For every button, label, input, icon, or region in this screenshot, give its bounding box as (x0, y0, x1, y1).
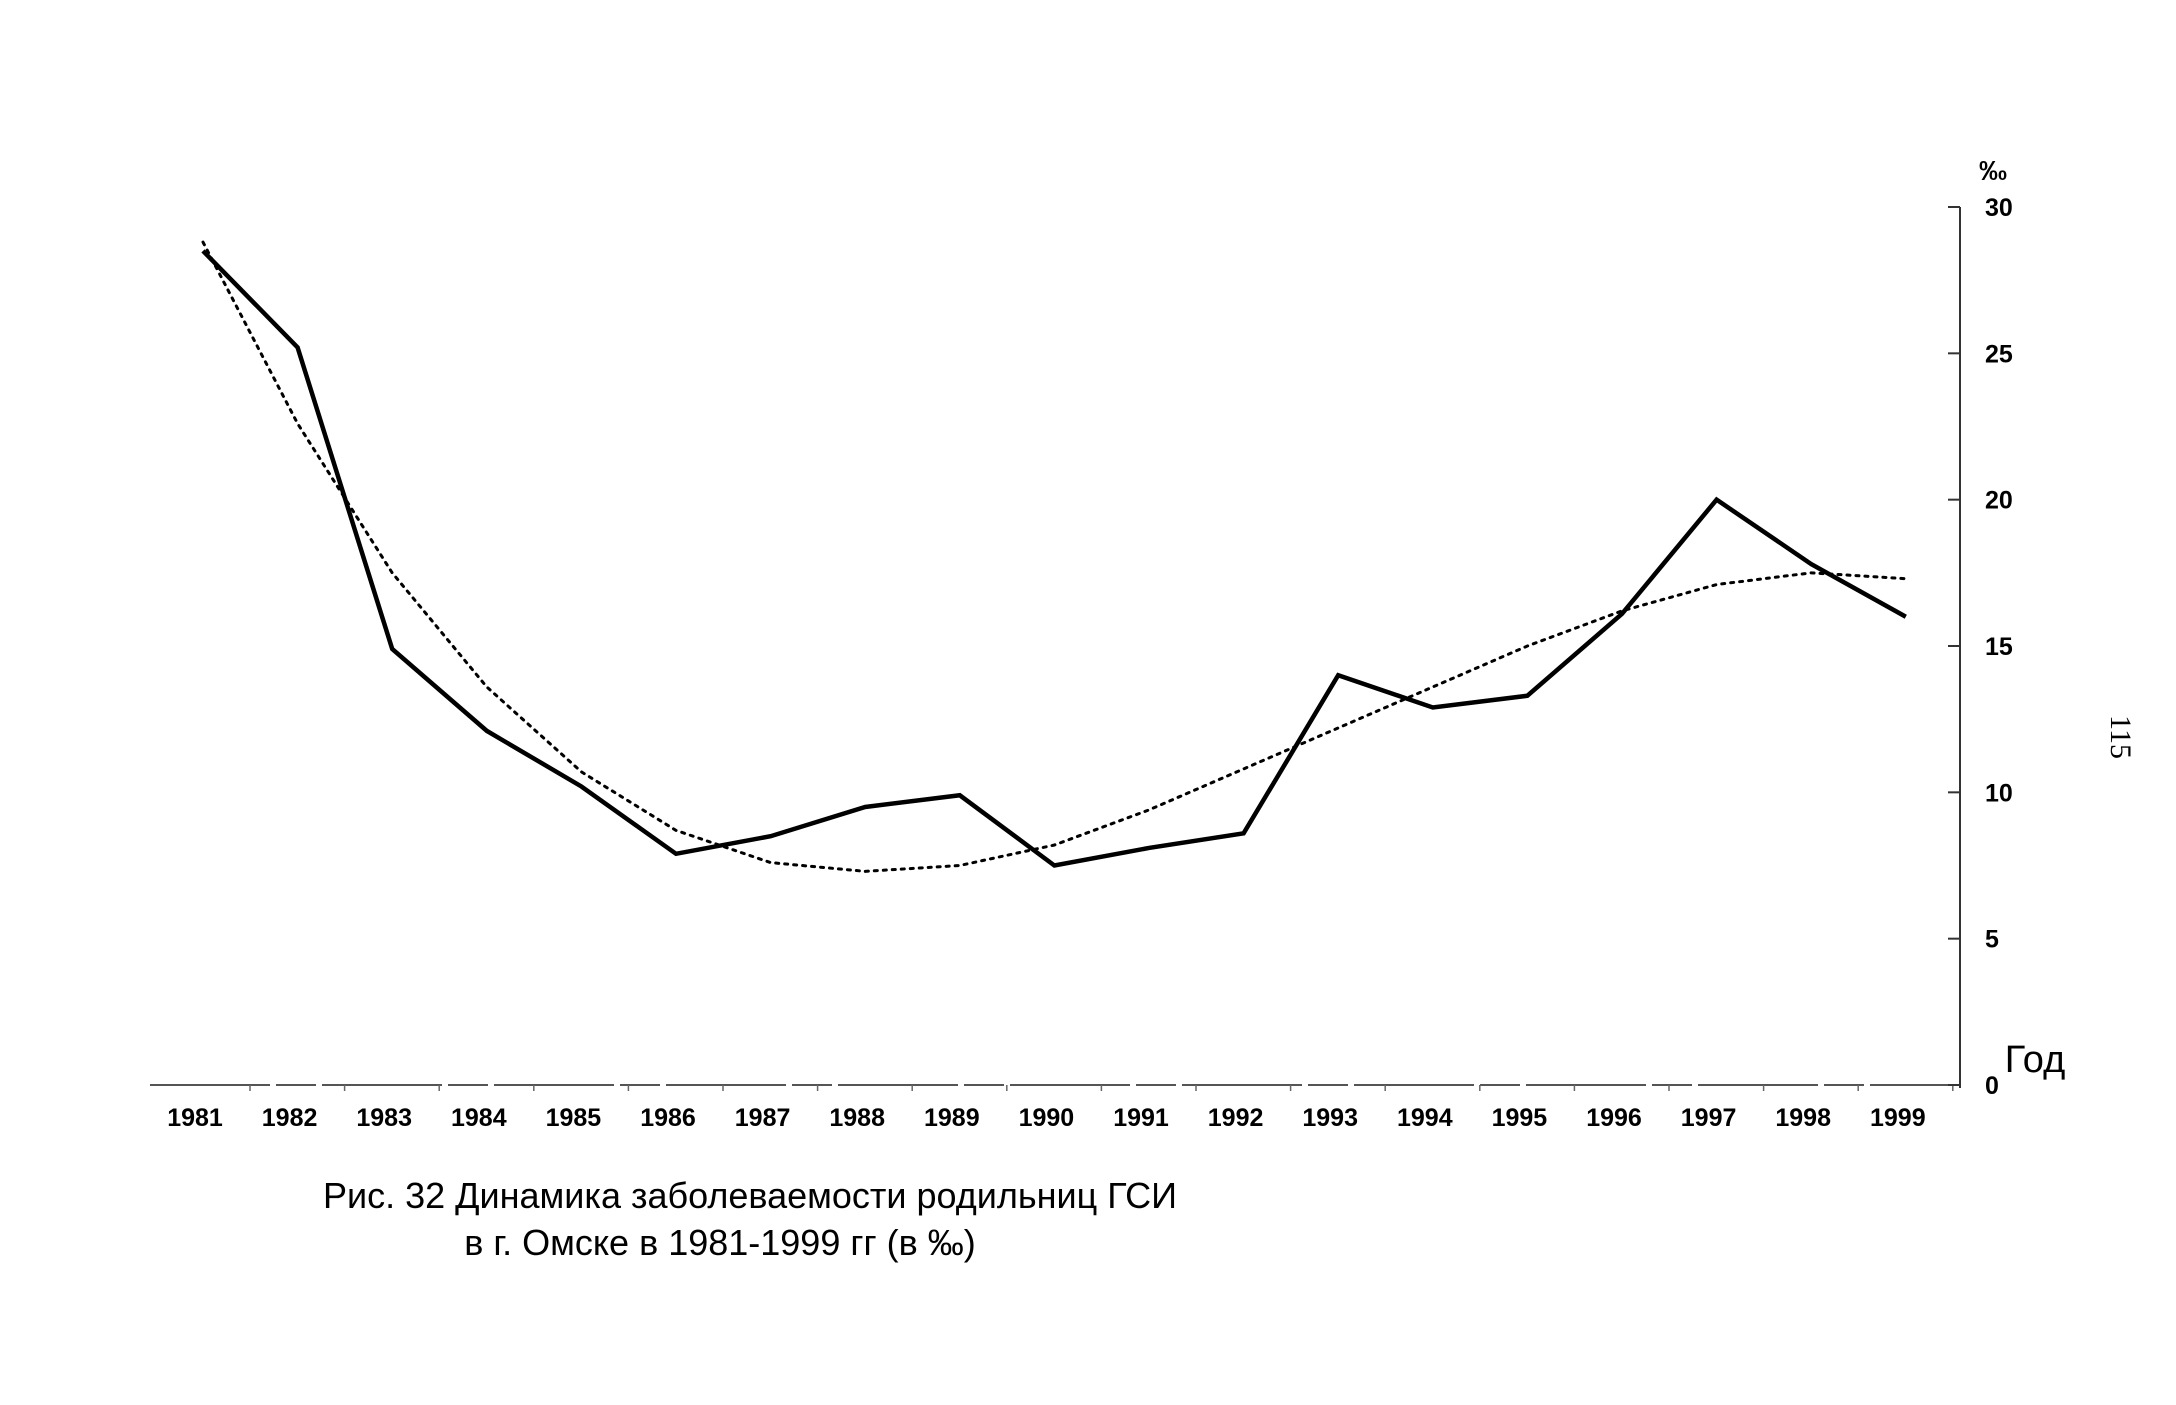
y-tick-label: 15 (1985, 633, 2013, 661)
x-tick-label: 1984 (451, 1104, 507, 1132)
x-tick-label: 1989 (924, 1104, 980, 1132)
series-layer (201, 240, 1908, 873)
figure-caption-line-1: Рис. 32 Динамика заболеваемости родильни… (322, 1175, 1177, 1216)
x-tick-label: 1999 (1870, 1104, 1926, 1132)
x-tick-label: 1983 (356, 1104, 412, 1132)
x-tick-label: 1996 (1586, 1104, 1642, 1132)
x-tick-label: 1991 (1113, 1104, 1169, 1132)
figure-caption-line-2: в г. Омске в 1981-1999 гг (в ‰) (464, 1222, 976, 1263)
x-tick-label: 1997 (1681, 1104, 1737, 1132)
x-tick-label: 1990 (1019, 1104, 1075, 1132)
x-tick-label: 1998 (1775, 1104, 1831, 1132)
y-tick-label: 25 (1985, 340, 2013, 368)
y-tick-label: 30 (1985, 194, 2013, 222)
x-tick-label: 1988 (829, 1104, 885, 1132)
x-tick-label: 1985 (546, 1104, 602, 1132)
y-tick-label: 0 (1985, 1072, 1999, 1100)
x-tick-label: 1986 (640, 1104, 696, 1132)
x-ticks: 1981 1982 1983 1984 1985 1986 1987 1988 1989 1990… (167, 1085, 1954, 1132)
x-tick-label: 1994 (1397, 1104, 1453, 1132)
y-tick-label: 5 (1985, 926, 1999, 954)
x-tick-label: 1987 (735, 1104, 791, 1132)
data-line-solid (201, 249, 1907, 868)
x-tick-label: 1995 (1492, 1104, 1548, 1132)
x-axis-title: Год (2005, 1039, 2066, 1081)
y-ticks: 0 5 10 15 20 25 30 (1948, 194, 2013, 1100)
axes (150, 207, 1961, 1088)
x-tick-label: 1982 (262, 1104, 318, 1132)
y-axis-unit: ‰ (1979, 155, 2007, 186)
x-tick-label: 1992 (1208, 1104, 1264, 1132)
page-number: 115 (2103, 715, 2137, 759)
y-tick-label: 20 (1985, 487, 2013, 515)
trend-line-dotted (201, 240, 1908, 873)
x-tick-label: 1981 (167, 1104, 223, 1132)
y-tick-label: 10 (1985, 779, 2013, 807)
x-tick-label: 1993 (1302, 1104, 1358, 1132)
